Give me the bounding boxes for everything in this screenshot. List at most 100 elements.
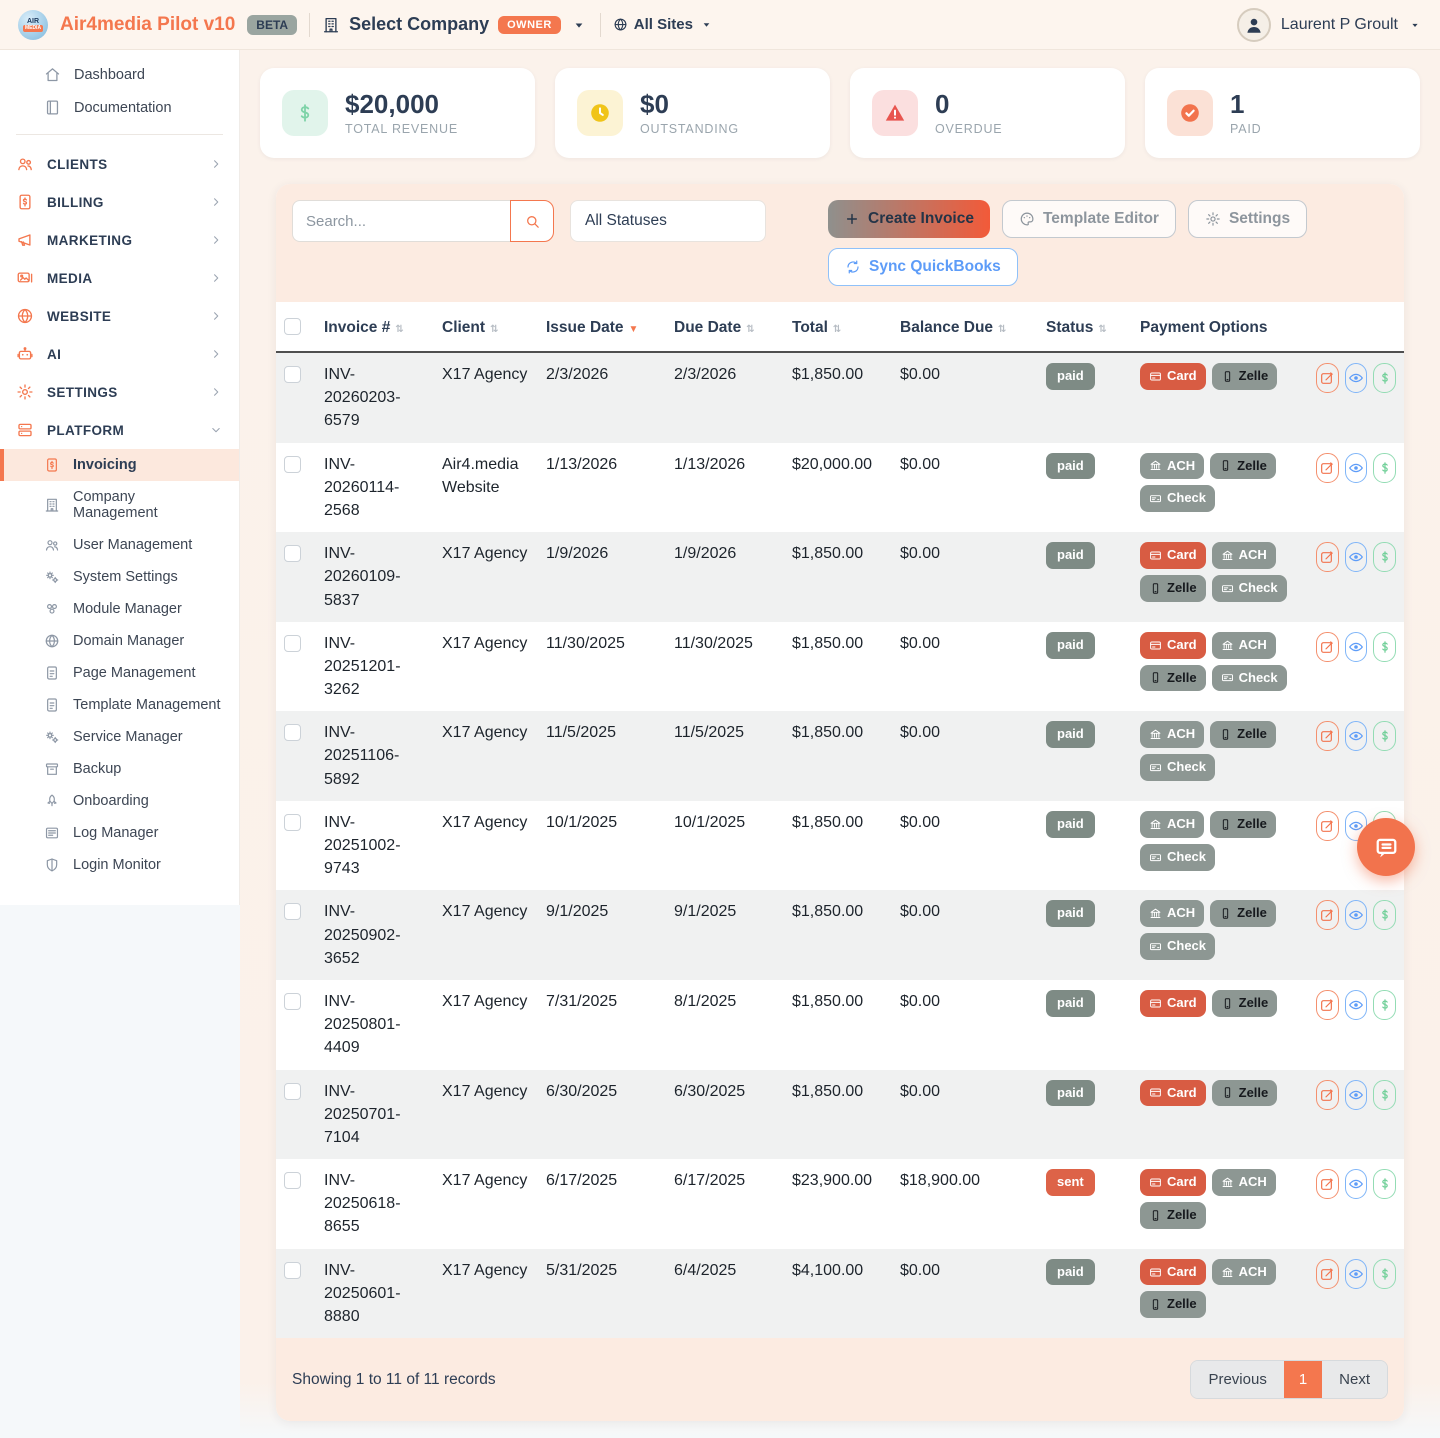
column-header-balance-due[interactable]: Balance Due ⇅ <box>892 302 1038 352</box>
row-checkbox[interactable] <box>284 992 301 1010</box>
row-checkbox[interactable] <box>284 813 301 831</box>
column-header-due-date[interactable]: Due Date ⇅ <box>666 302 784 352</box>
status-filter-select[interactable]: All Statuses <box>570 200 766 242</box>
view-invoice-button[interactable] <box>1344 542 1368 573</box>
row-checkbox[interactable] <box>284 366 301 383</box>
sidebar-section-clients[interactable]: CLIENTS <box>0 145 239 183</box>
edit-invoice-button[interactable] <box>1316 1258 1339 1289</box>
stat-text: $0 OUTSTANDING <box>640 89 739 137</box>
sidebar-item-invoicing[interactable]: Invoicing <box>0 449 239 481</box>
edit-invoice-button[interactable] <box>1316 989 1339 1020</box>
sidebar-section-label: MEDIA <box>47 270 93 286</box>
record-payment-button[interactable] <box>1373 1258 1397 1289</box>
select-all-checkbox[interactable] <box>284 318 301 335</box>
row-select-cell <box>276 443 316 533</box>
pagination-page-1[interactable]: 1 <box>1283 1361 1323 1399</box>
site-selector[interactable]: All Sites <box>613 16 714 33</box>
sidebar-item-module-manager[interactable]: Module Manager <box>0 593 239 625</box>
sidebar-section-media[interactable]: MEDIA <box>0 259 239 297</box>
record-payment-button[interactable] <box>1373 1169 1397 1200</box>
view-invoice-button[interactable] <box>1344 721 1368 752</box>
user-menu[interactable]: Laurent P Groult <box>1236 7 1422 42</box>
balance-due-cell: $0.00 <box>900 903 941 921</box>
record-payment-button[interactable] <box>1373 900 1397 931</box>
sidebar-item-service-manager[interactable]: Service Manager <box>0 721 239 753</box>
loglist-icon <box>44 825 60 841</box>
payment-badge-label: Zelle <box>1237 905 1267 921</box>
edit-invoice-button[interactable] <box>1316 1169 1339 1200</box>
edit-invoice-button[interactable] <box>1316 1079 1339 1110</box>
row-actions <box>1316 452 1397 483</box>
sidebar-section-billing[interactable]: BILLING <box>0 183 239 221</box>
edit-invoice-button[interactable] <box>1316 631 1339 662</box>
view-invoice-button[interactable] <box>1344 1258 1368 1289</box>
eye-icon <box>1348 997 1364 1013</box>
column-header-total[interactable]: Total ⇅ <box>784 302 892 352</box>
sidebar-item-login-monitor[interactable]: Login Monitor <box>0 849 239 881</box>
sidebar-section-website[interactable]: WEBSITE <box>0 297 239 335</box>
payment-badge-label: Zelle <box>1238 994 1269 1010</box>
sidebar-item-page-management[interactable]: Page Management <box>0 657 239 689</box>
row-checkbox[interactable] <box>284 724 301 742</box>
view-invoice-button[interactable] <box>1344 631 1368 662</box>
sidebar-item-onboarding[interactable]: Onboarding <box>0 785 239 817</box>
search-button[interactable] <box>510 200 554 242</box>
payment-badge-label: Card <box>1167 368 1197 383</box>
sort-icon: ⇅ <box>490 323 499 335</box>
chat-button[interactable] <box>1357 818 1415 876</box>
view-invoice-button[interactable] <box>1344 1169 1368 1200</box>
sidebar-item-system-settings[interactable]: System Settings <box>0 561 239 593</box>
column-header-invoice[interactable]: Invoice # ⇅ <box>316 302 434 352</box>
template-editor-button[interactable]: Template Editor <box>1001 200 1176 238</box>
record-payment-button[interactable] <box>1373 631 1397 662</box>
column-header-status[interactable]: Status ⇅ <box>1038 302 1132 352</box>
sidebar-section-settings[interactable]: SETTINGS <box>0 373 239 411</box>
view-invoice-button[interactable] <box>1344 900 1368 931</box>
robot-icon <box>16 345 34 363</box>
sidebar-item-documentation[interactable]: Documentation <box>0 91 239 124</box>
view-invoice-button[interactable] <box>1344 989 1368 1020</box>
edit-invoice-button[interactable] <box>1316 900 1339 931</box>
edit-invoice-button[interactable] <box>1316 810 1339 841</box>
search-input[interactable] <box>292 200 510 242</box>
record-payment-button[interactable] <box>1373 721 1397 752</box>
sidebar-section-marketing[interactable]: MARKETING <box>0 221 239 259</box>
pagination-previous[interactable]: Previous <box>1191 1361 1284 1399</box>
sidebar-item-domain-manager[interactable]: Domain Manager <box>0 625 239 657</box>
record-payment-button[interactable] <box>1373 1079 1397 1110</box>
sidebar-item-company-management[interactable]: Company Management <box>0 481 239 529</box>
sync-quickbooks-button[interactable]: Sync QuickBooks <box>828 248 1018 286</box>
sidebar-item-backup[interactable]: Backup <box>0 753 239 785</box>
sidebar-item-log-manager[interactable]: Log Manager <box>0 817 239 849</box>
row-checkbox[interactable] <box>284 1172 301 1190</box>
column-header-payment-options[interactable]: Payment Options <box>1132 302 1308 352</box>
sidebar-item-dashboard[interactable]: Dashboard <box>0 58 239 91</box>
column-header-client[interactable]: Client ⇅ <box>434 302 538 352</box>
create-invoice-button[interactable]: Create Invoice <box>828 200 990 238</box>
company-selector[interactable]: Select Company OWNER <box>322 14 588 35</box>
column-header-issue-date[interactable]: Issue Date ▼ <box>538 302 666 352</box>
row-checkbox[interactable] <box>284 455 301 473</box>
settings-button[interactable]: Settings <box>1187 200 1308 238</box>
view-invoice-button[interactable] <box>1344 452 1368 483</box>
sidebar-section-ai[interactable]: AI <box>0 335 239 373</box>
sidebar-section-platform[interactable]: PLATFORM <box>0 411 239 449</box>
view-invoice-button[interactable] <box>1344 363 1368 393</box>
view-invoice-button[interactable] <box>1344 1079 1368 1110</box>
pagination-next[interactable]: Next <box>1322 1361 1387 1399</box>
record-payment-button[interactable] <box>1373 989 1397 1020</box>
edit-invoice-button[interactable] <box>1316 363 1339 393</box>
record-payment-button[interactable] <box>1373 542 1397 573</box>
row-checkbox[interactable] <box>284 634 301 652</box>
row-checkbox[interactable] <box>284 1082 301 1100</box>
edit-invoice-button[interactable] <box>1316 542 1339 573</box>
record-payment-button[interactable] <box>1373 363 1397 393</box>
edit-invoice-button[interactable] <box>1316 721 1339 752</box>
row-checkbox[interactable] <box>284 903 301 921</box>
sidebar-item-template-management[interactable]: Template Management <box>0 689 239 721</box>
record-payment-button[interactable] <box>1373 452 1397 483</box>
row-checkbox[interactable] <box>284 545 301 563</box>
edit-invoice-button[interactable] <box>1316 452 1339 483</box>
row-checkbox[interactable] <box>284 1261 301 1279</box>
sidebar-item-user-management[interactable]: User Management <box>0 529 239 561</box>
